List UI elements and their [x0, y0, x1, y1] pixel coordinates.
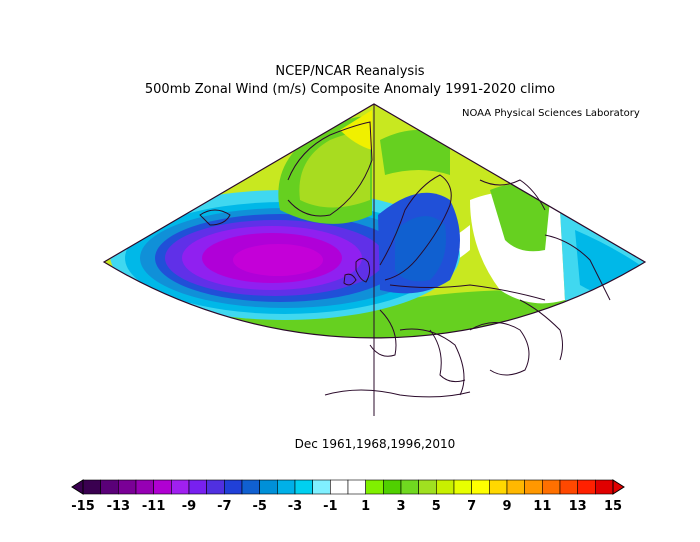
colorbar-tick-label: 15: [604, 499, 622, 514]
colorbar-cell: [365, 479, 384, 495]
coastlines: [199, 121, 611, 398]
colorbar-cell: [312, 479, 331, 495]
colorbar-cell: [595, 479, 614, 495]
colorbar-tick-label: 7: [467, 499, 476, 514]
colorbar-cell: [153, 479, 172, 495]
anomaly-field: [104, 104, 645, 338]
composite-dates: Dec 1961,1968,1996,2010: [294, 437, 456, 451]
colorbar-cell: [453, 479, 472, 495]
colorbar-tick-label: 5: [432, 499, 441, 514]
map-frame: [102, 103, 647, 339]
colorbar-tick-label: 1: [361, 499, 370, 514]
colorbar-cell: [82, 479, 101, 495]
colorbar-cell: [489, 479, 508, 495]
colorbar-cell: [559, 479, 578, 495]
colorbar-tick-label: -1: [323, 499, 337, 514]
colorbar-cell: [100, 479, 119, 495]
colorbar-cell: [436, 479, 455, 495]
colorbar-cell: [277, 479, 296, 495]
colorbar: -15 -13 -11 -9 -7 -5 -3 -1 1 3 5 7 9 11 13 15: [71, 479, 625, 514]
colorbar-cell: [171, 479, 190, 495]
colorbar-tick-label: 11: [533, 499, 551, 514]
colorbar-min-arrow: [71, 479, 84, 495]
colorbar-tick-label: -11: [142, 499, 166, 514]
colorbar-cell: [418, 479, 437, 495]
colorbar-max-arrow: [612, 479, 625, 495]
colorbar-cell: [347, 479, 366, 495]
colorbar-cell: [524, 479, 543, 495]
colorbar-cell: [577, 479, 596, 495]
colorbar-cell: [383, 479, 402, 495]
colorbar-tick-label: -9: [182, 499, 196, 514]
colorbar-cell: [400, 479, 419, 495]
colorbar-cell: [135, 479, 154, 495]
colorbar-tick-label: -3: [288, 499, 302, 514]
colorbar-tick-label: -13: [107, 499, 131, 514]
colorbar-cell: [506, 479, 525, 495]
colorbar-cell: [294, 479, 313, 495]
colorbar-cell: [118, 479, 137, 495]
colorbar-tick-label: -5: [252, 499, 266, 514]
colorbar-cell: [542, 479, 561, 495]
colorbar-cell: [206, 479, 225, 495]
colorbar-tick-label: -7: [217, 499, 231, 514]
colorbar-cell: [188, 479, 207, 495]
colorbar-tick-label: 9: [502, 499, 511, 514]
title-line-2: 500mb Zonal Wind (m/s) Composite Anomaly…: [144, 82, 556, 97]
colorbar-cell: [471, 479, 490, 495]
colorbar-cell: [259, 479, 278, 495]
colorbar-tick-label: 13: [569, 499, 587, 514]
title-line-1: NCEP/NCAR Reanalysis: [275, 64, 425, 79]
colorbar-cell: [224, 479, 243, 495]
colorbar-tick-label: 3: [396, 499, 405, 514]
colorbar-cell: [241, 479, 260, 495]
credit-label: NOAA Physical Sciences Laboratory: [462, 108, 640, 119]
colorbar-cell: [330, 479, 349, 495]
colorbar-tick-label: -15: [71, 499, 95, 514]
